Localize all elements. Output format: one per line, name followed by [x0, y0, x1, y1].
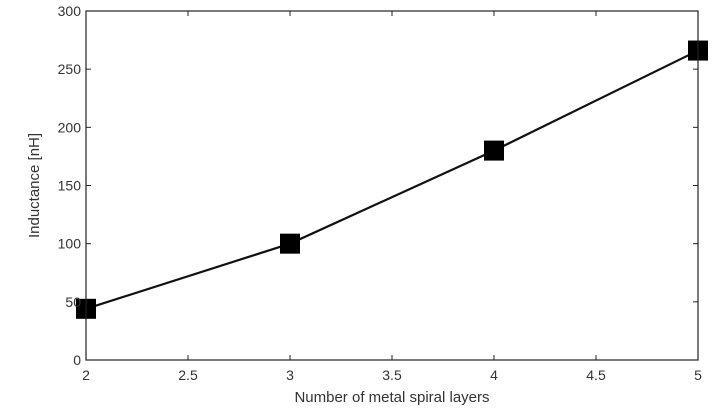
y-tick-label: 200 [58, 119, 82, 135]
y-tick-label: 0 [73, 352, 81, 368]
x-axis-label: Number of metal spiral layers [294, 389, 489, 406]
x-tick-labels: 2 2.5 3 3.5 4 4.5 5 [82, 367, 702, 383]
plot-frame [85, 10, 699, 361]
y-tick-labels: 0 50 100 150 200 250 300 [58, 3, 82, 368]
x-tick-label: 4 [490, 367, 498, 383]
y-axis-label: Inductance [nH] [26, 133, 43, 238]
x-tick-label: 2 [82, 367, 90, 383]
y-tick-label: 300 [58, 3, 82, 19]
x-tick-label: 3 [286, 367, 294, 383]
y-tick-label: 50 [65, 294, 81, 310]
series-line [85, 49, 699, 310]
series-layer [76, 40, 708, 319]
x-tick-label: 4.5 [586, 367, 606, 383]
data-point-marker [280, 233, 300, 254]
y-tick-label: 100 [58, 236, 82, 252]
x-tick-label: 2.5 [178, 367, 198, 383]
y-tick-label: 150 [58, 178, 82, 194]
data-point-marker [484, 140, 504, 161]
y-tick-label: 250 [58, 61, 82, 77]
x-tick-label: 3.5 [382, 367, 402, 383]
x-tick-label: 5 [694, 367, 702, 383]
axis-ticks [85, 10, 699, 361]
